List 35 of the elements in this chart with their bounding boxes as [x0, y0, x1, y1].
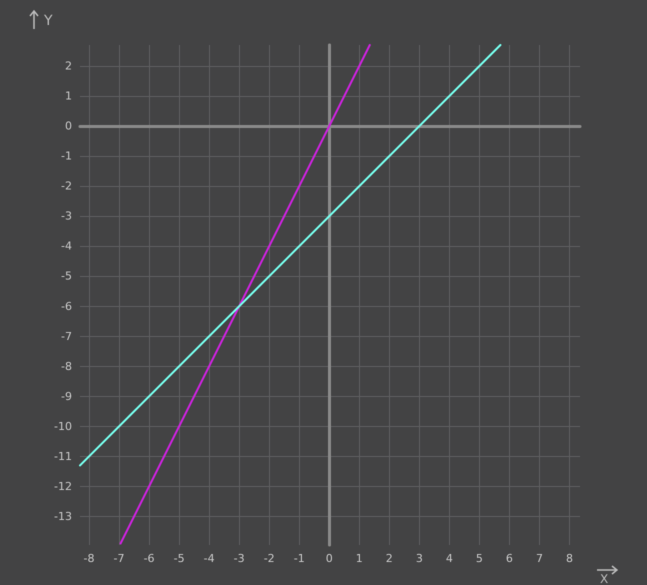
y-tick-label: -3: [61, 210, 72, 223]
y-tick-label: -5: [61, 270, 72, 283]
x-tick-label: -2: [264, 552, 275, 565]
y-axis-title: Y: [43, 13, 53, 29]
x-axis-title: X: [600, 572, 608, 585]
y-tick-label: -1: [61, 150, 72, 163]
x-tick-label: 5: [476, 552, 483, 565]
y-tick-label: -10: [54, 420, 72, 433]
x-tick-label: -3: [234, 552, 245, 565]
y-tick-label: -12: [54, 480, 72, 493]
x-tick-label: -6: [144, 552, 155, 565]
x-tick-label: -7: [114, 552, 125, 565]
x-tick-label: 2: [386, 552, 393, 565]
x-tick-label: 7: [536, 552, 543, 565]
x-tick-label: -4: [204, 552, 215, 565]
y-tick-label: 2: [65, 60, 72, 73]
x-tick-label: 1: [356, 552, 363, 565]
y-tick-label: -4: [61, 240, 72, 253]
y-tick-label: 1: [65, 90, 72, 103]
x-tick-label: 4: [446, 552, 453, 565]
y-tick-label: -7: [61, 330, 72, 343]
x-tick-label: -1: [294, 552, 305, 565]
y-tick-label: -8: [61, 360, 72, 373]
y-tick-label: -11: [54, 450, 72, 463]
x-tick-label: 6: [506, 552, 513, 565]
x-tick-label: 0: [326, 552, 333, 565]
x-tick-label: 8: [566, 552, 573, 565]
x-tick-label: -8: [84, 552, 94, 565]
y-tick-label: -9: [61, 390, 72, 403]
x-tick-label: -5: [174, 552, 185, 565]
y-tick-label: -13: [54, 510, 72, 523]
y-tick-label: -2: [61, 180, 72, 193]
y-tick-label: 0: [65, 120, 72, 133]
x-tick-label: 3: [416, 552, 423, 565]
y-tick-label: -6: [61, 300, 72, 313]
